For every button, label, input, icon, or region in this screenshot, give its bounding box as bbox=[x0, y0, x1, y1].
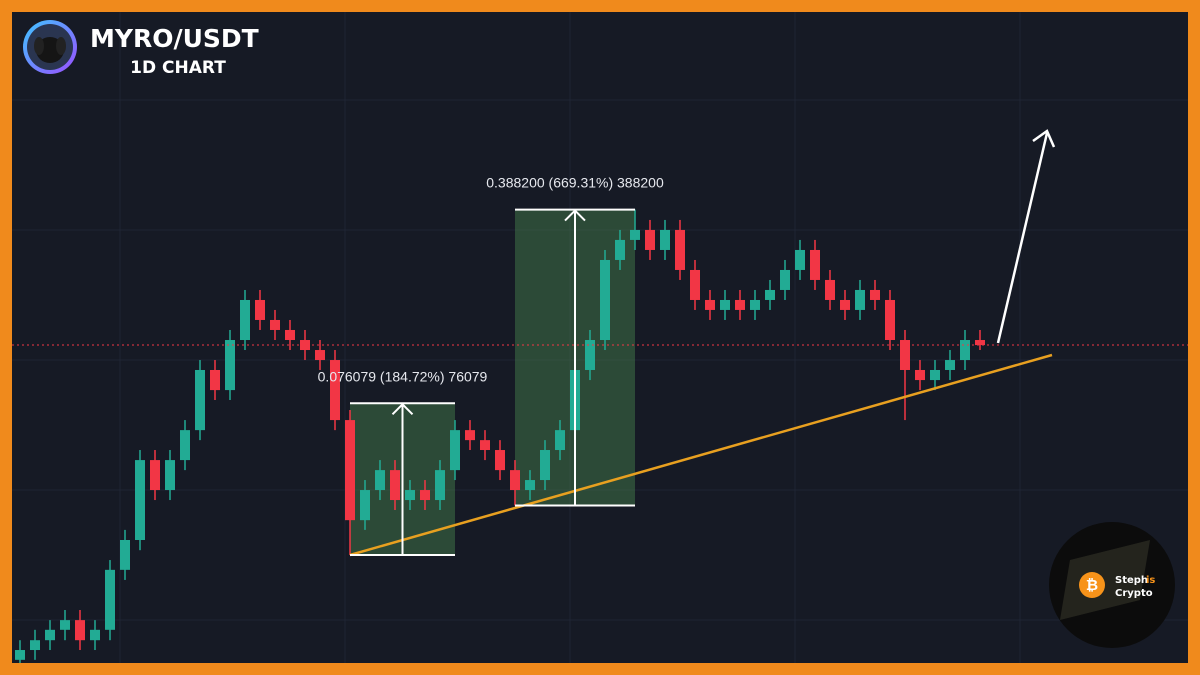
arrow-shaft bbox=[996, 132, 1049, 344]
candle-body bbox=[405, 490, 415, 501]
candle-body bbox=[150, 460, 160, 491]
candle-body bbox=[90, 629, 100, 641]
candle-body bbox=[480, 440, 490, 451]
logo bbox=[23, 20, 77, 74]
candle-body bbox=[390, 470, 400, 501]
bitcoin-symbol: ₿ bbox=[1086, 576, 1098, 594]
candle-body bbox=[585, 340, 595, 370]
arrow-head bbox=[1032, 129, 1056, 148]
candle-body bbox=[540, 450, 550, 481]
candle-body bbox=[525, 480, 535, 491]
candle-body bbox=[645, 229, 655, 250]
candle-body bbox=[975, 340, 985, 346]
chart-subtitle: 1D CHART bbox=[130, 58, 226, 78]
candle-body bbox=[165, 460, 175, 491]
measure-label: 0.076079 (184.72%) 76079 bbox=[318, 368, 488, 384]
candle-body bbox=[465, 430, 475, 441]
candle-body bbox=[600, 259, 610, 341]
candle-body bbox=[900, 340, 910, 370]
candle-body bbox=[300, 340, 310, 351]
candle-body bbox=[780, 269, 790, 290]
candle-body bbox=[60, 620, 70, 630]
candle-body bbox=[360, 490, 370, 521]
candle-body bbox=[180, 430, 190, 461]
bitcoin-icon bbox=[1079, 572, 1105, 598]
candle-body bbox=[225, 340, 235, 391]
candle-body bbox=[630, 229, 640, 240]
candle-body bbox=[240, 299, 250, 341]
candle-body bbox=[330, 360, 340, 421]
candle-body bbox=[915, 369, 925, 381]
candle-body bbox=[945, 360, 955, 370]
candle-body bbox=[15, 650, 25, 660]
candle-body bbox=[120, 540, 130, 570]
candle-body bbox=[825, 279, 835, 300]
candle-body bbox=[450, 430, 460, 471]
candle-body bbox=[255, 299, 265, 320]
candle-body bbox=[420, 490, 430, 501]
candle-body bbox=[960, 340, 970, 361]
candle-body bbox=[705, 299, 715, 310]
candle-body bbox=[765, 289, 775, 300]
watermark-shape bbox=[1060, 540, 1150, 620]
candle-body bbox=[105, 569, 115, 630]
watermark-text: Crypto bbox=[1115, 588, 1153, 599]
watermark: ₿ Steph is Crypto bbox=[1049, 522, 1175, 648]
candle-body bbox=[690, 269, 700, 300]
grid bbox=[12, 12, 1188, 663]
candle-body bbox=[750, 299, 760, 310]
measure-label: 0.388200 (669.31%) 388200 bbox=[486, 175, 664, 191]
logo-ear bbox=[34, 37, 44, 55]
measure-arrowhead bbox=[564, 209, 586, 222]
candle-body bbox=[795, 249, 805, 270]
watermark-text: is bbox=[1146, 575, 1155, 586]
logo-ear bbox=[56, 37, 66, 55]
candle-body bbox=[30, 640, 40, 651]
candle-body bbox=[135, 460, 145, 541]
candle-body bbox=[435, 470, 445, 501]
candle-body bbox=[885, 299, 895, 341]
candle-body bbox=[855, 289, 865, 310]
candle-body bbox=[45, 629, 55, 641]
candle-body bbox=[270, 319, 280, 330]
candle-body bbox=[720, 299, 730, 310]
candle-body bbox=[75, 620, 85, 641]
candle-body bbox=[285, 329, 295, 341]
trendline bbox=[349, 353, 1053, 557]
candle-body bbox=[510, 470, 520, 491]
candle-body bbox=[735, 299, 745, 310]
candle-body bbox=[810, 249, 820, 280]
measure-arrowhead bbox=[391, 402, 414, 416]
candle-body bbox=[315, 350, 325, 361]
candle-body bbox=[930, 369, 940, 381]
candle-body bbox=[840, 299, 850, 310]
candle-body bbox=[375, 470, 385, 491]
candle-body bbox=[870, 289, 880, 300]
candle-body bbox=[495, 450, 505, 471]
candle-body bbox=[615, 239, 625, 260]
up-arrow bbox=[996, 129, 1056, 344]
candle-body bbox=[660, 229, 670, 250]
candle-body bbox=[555, 430, 565, 451]
chart-title: MYRO/USDT bbox=[90, 24, 259, 53]
candle-body bbox=[345, 420, 355, 521]
candle-body bbox=[210, 369, 220, 391]
watermark-text: Steph bbox=[1115, 575, 1148, 586]
candle-body bbox=[675, 229, 685, 270]
candle-body bbox=[195, 369, 205, 431]
